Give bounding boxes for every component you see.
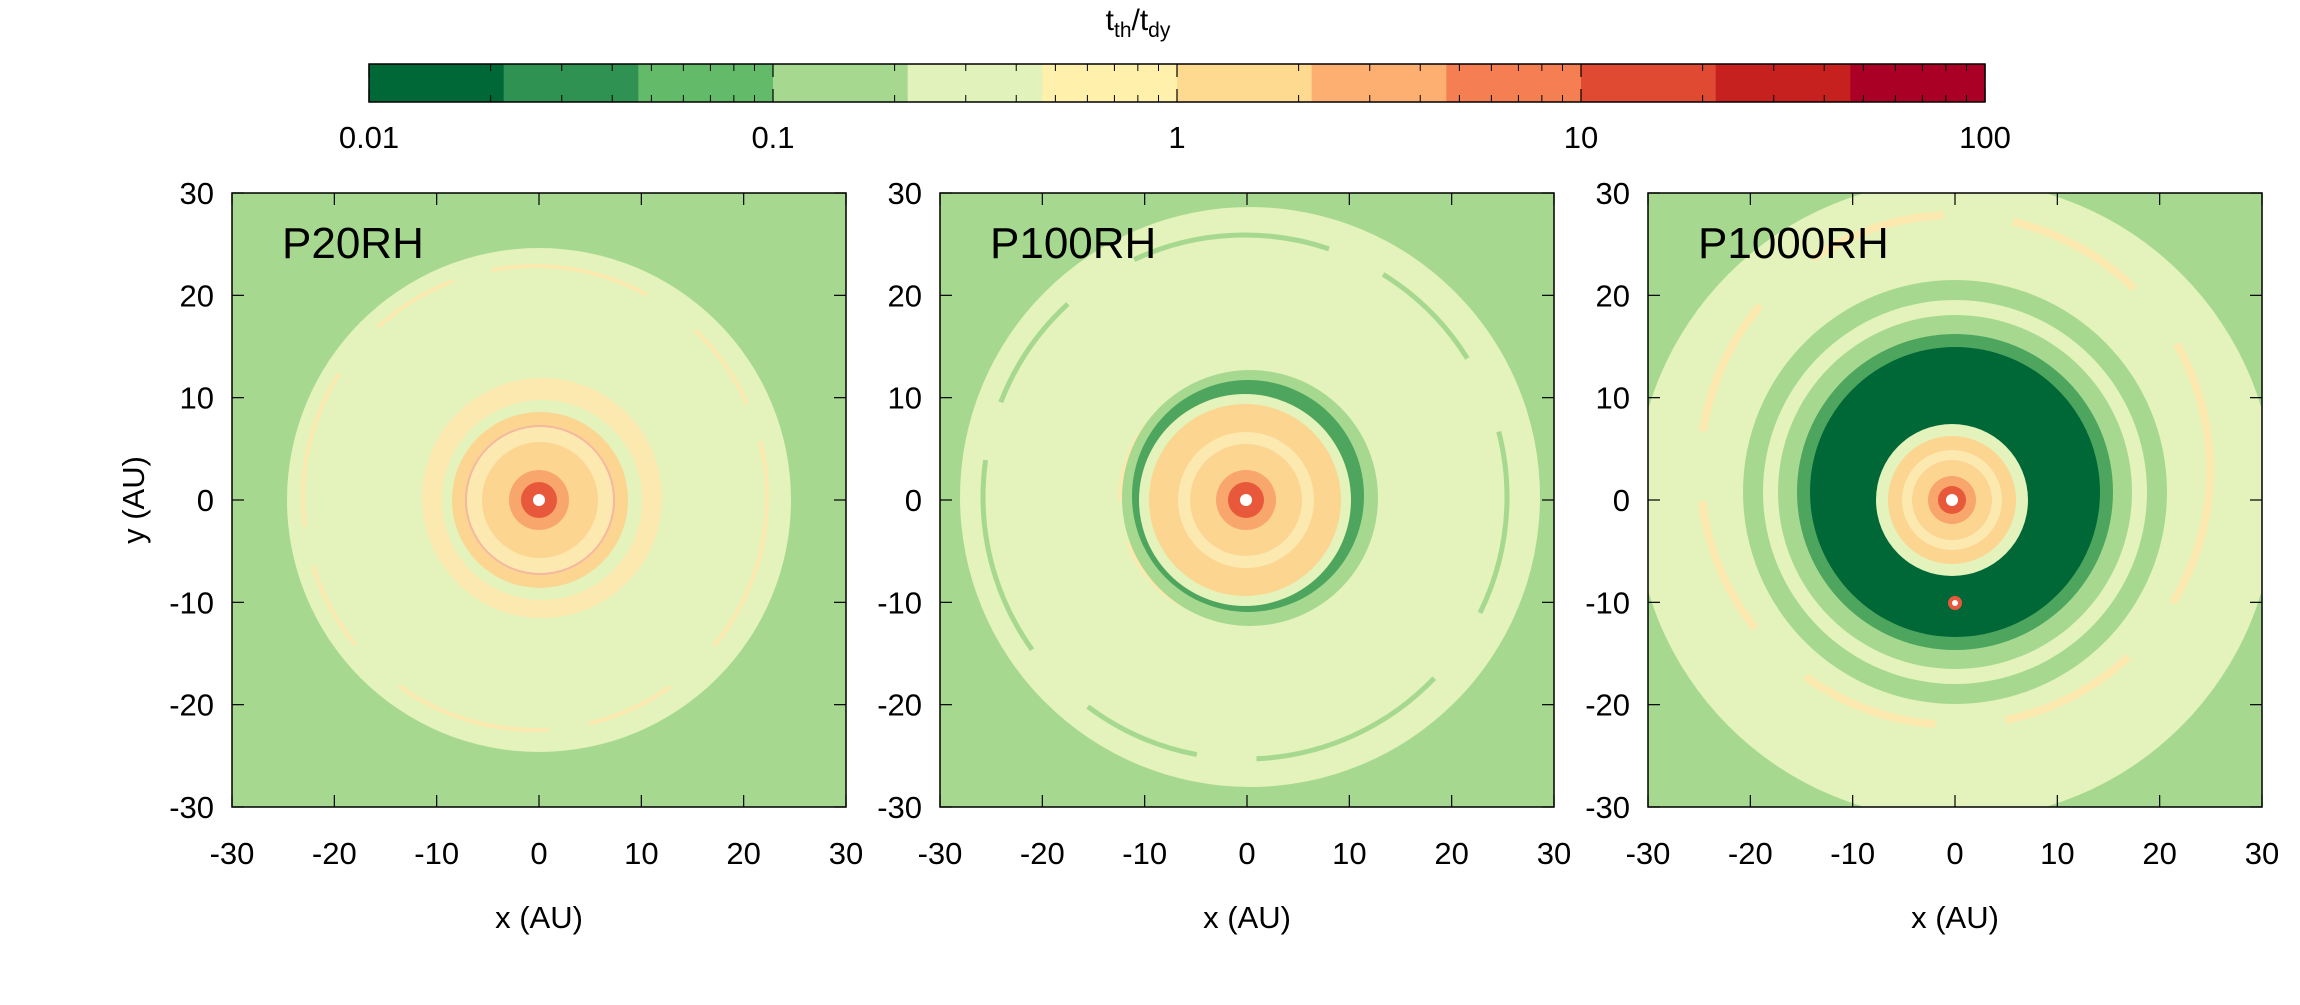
x-tick-label: 30 xyxy=(2245,836,2279,871)
x-tick-label: -30 xyxy=(918,836,963,871)
colorbar-swatch xyxy=(773,64,909,102)
x-tick-label: 30 xyxy=(1537,836,1571,871)
colorbar-tick-label: 100 xyxy=(1959,120,2011,155)
colorbar-tick-label: 0.1 xyxy=(751,120,794,155)
x-tick-label: -20 xyxy=(312,836,357,871)
y-tick-label: 30 xyxy=(1596,176,1630,211)
colorbar-title: tth/tdy xyxy=(1106,4,1171,42)
colorbar-tick-label: 1 xyxy=(1168,120,1185,155)
x-tick-label: -30 xyxy=(1626,836,1671,871)
x-tick-label: 30 xyxy=(829,836,863,871)
colorbar-swatch xyxy=(1850,64,1986,102)
colorbar-swatch xyxy=(1581,64,1717,102)
x-tick-label: -20 xyxy=(1728,836,1773,871)
y-tick-label: -20 xyxy=(1585,688,1630,723)
y-tick-label: -20 xyxy=(877,688,922,723)
cream-arc xyxy=(1696,211,2214,729)
y-tick-label: 30 xyxy=(888,176,922,211)
x-tick-label: -10 xyxy=(414,836,459,871)
y-tick-label: 0 xyxy=(905,483,922,518)
x-tick-label: -20 xyxy=(1020,836,1065,871)
x-axis-label: x (AU) xyxy=(1911,900,1999,935)
colorbar-swatch xyxy=(1042,64,1178,102)
x-tick-label: -10 xyxy=(1122,836,1167,871)
x-tick-label: 20 xyxy=(2142,836,2176,871)
x-tick-label: 0 xyxy=(1946,836,1963,871)
y-tick-label: -30 xyxy=(877,790,922,825)
x-tick-label: 0 xyxy=(530,836,547,871)
x-tick-label: 10 xyxy=(1332,836,1366,871)
colorbar-tick-label: 0.01 xyxy=(339,120,399,155)
y-tick-label: -10 xyxy=(1585,585,1630,620)
colorbar-swatch xyxy=(1446,64,1582,102)
colorbar-swatch xyxy=(1177,64,1313,102)
y-tick-label: 10 xyxy=(180,381,214,416)
y-axis-label: y (AU) xyxy=(116,456,151,544)
y-tick-label: -30 xyxy=(169,790,214,825)
y-tick-label: -10 xyxy=(877,585,922,620)
x-axis-label: x (AU) xyxy=(1203,900,1291,935)
y-tick-label: 0 xyxy=(1613,483,1630,518)
panel-title: P1000RH xyxy=(1698,219,1889,268)
panel-p20rh: P20RH -30 -30 -20 -20 -10 -10 0 0 10 10 20 20 30 30 x … xyxy=(116,176,863,935)
colorbar-swatch xyxy=(907,64,1043,102)
colorbar-swatch xyxy=(638,64,774,102)
x-tick-label: -30 xyxy=(210,836,255,871)
planet-clump-center xyxy=(1952,600,1958,606)
y-tick-label: -10 xyxy=(169,585,214,620)
panel-title: P20RH xyxy=(282,219,424,268)
y-tick-label: 30 xyxy=(180,176,214,211)
y-tick-label: -30 xyxy=(1585,790,1630,825)
colorbar-swatch xyxy=(369,64,505,102)
y-tick-label: 10 xyxy=(1596,381,1630,416)
x-tick-label: 20 xyxy=(726,836,760,871)
y-tick-label: 20 xyxy=(888,278,922,313)
panel-p100rh: P100RH -30 -30 -20 -20 -10 -10 0 0 10 10 20 20 30 30 x… xyxy=(877,176,1571,935)
x-tick-label: -10 xyxy=(1830,836,1875,871)
x-tick-label: 0 xyxy=(1238,836,1255,871)
center-hole xyxy=(1240,494,1252,506)
x-tick-label: 10 xyxy=(624,836,658,871)
y-tick-label: 20 xyxy=(180,278,214,313)
center-hole xyxy=(1946,494,1958,506)
y-tick-label: 10 xyxy=(888,381,922,416)
colorbar: 0.01 0.1 1 10 100 xyxy=(339,63,2011,155)
colorbar-swatch xyxy=(1715,64,1851,102)
green-arc xyxy=(980,232,1510,762)
colorbar-tick-label: 10 xyxy=(1564,120,1598,155)
colorbar-swatch xyxy=(503,64,639,102)
x-tick-label: 20 xyxy=(1434,836,1468,871)
x-tick-label: 10 xyxy=(2040,836,2074,871)
panel-p1000rh: P1000RH -30 -30 -20 -20 -10 -10 0 0 10 10 20 20 30 30… xyxy=(1585,176,2279,935)
center-hole xyxy=(533,494,545,506)
y-tick-label: -20 xyxy=(169,688,214,723)
y-tick-label: 20 xyxy=(1596,278,1630,313)
colorbar-swatch xyxy=(1311,64,1447,102)
y-tick-label: 0 xyxy=(197,483,214,518)
x-axis-label: x (AU) xyxy=(495,900,583,935)
cream-ring xyxy=(301,264,769,732)
panel-title: P100RH xyxy=(990,219,1156,268)
